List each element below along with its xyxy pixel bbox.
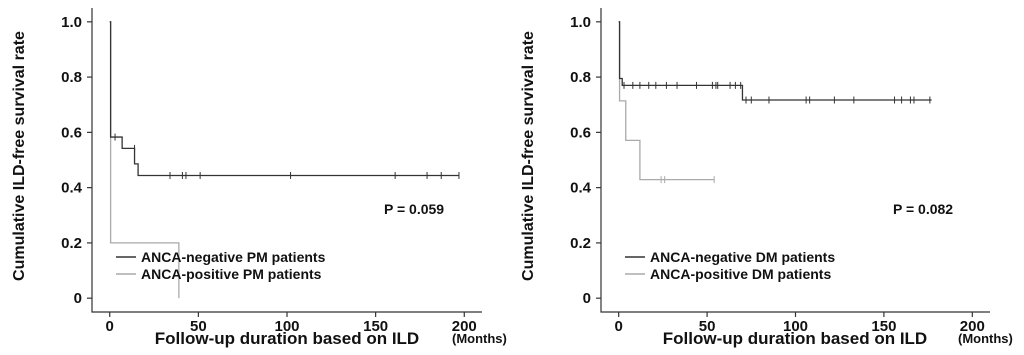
chart-pm-x-tick-label: 0 bbox=[106, 318, 114, 335]
chart-dm-axes bbox=[600, 8, 990, 313]
chart-dm-y-tick-label: 0 bbox=[583, 290, 591, 307]
series-line-anca-positive-dm-patients bbox=[618, 21, 715, 181]
chart-dm-y-tick-label: 0.8 bbox=[570, 69, 591, 86]
chart-pm-legend: ANCA-negative PM patients ANCA-positive … bbox=[116, 249, 326, 282]
chart-dm-x-tick-label: 150 bbox=[871, 318, 896, 335]
series-line-anca-negative-pm-patients bbox=[109, 21, 459, 177]
chart-dm-y-tick-label: 0.2 bbox=[570, 235, 591, 252]
chart-dm-p-value: P = 0.082 bbox=[893, 201, 953, 217]
chart-dm-legend: ANCA-negative DM patients ANCA-positive … bbox=[625, 249, 835, 282]
chart-dm-plot-area: 0 0.2 0.4 0.6 0.8 1.0 0 50 100 150 200 bbox=[570, 8, 990, 335]
chart-pm-x-tick-label: 150 bbox=[363, 318, 388, 335]
series-line-anca-negative-dm-patients bbox=[618, 21, 932, 101]
chart-pm: Cumulative ILD-free survival rate 0 0.2 0.… bbox=[11, 8, 507, 348]
chart-pm-y-tick-label: 0.4 bbox=[61, 180, 83, 197]
chart-dm-x-tick-label: 50 bbox=[699, 318, 716, 335]
chart-dm-x-unit: (Months) bbox=[958, 331, 1013, 346]
chart-dm-x-tick-label: 200 bbox=[960, 318, 985, 335]
chart-pm-y-tick-label: 0.8 bbox=[61, 69, 82, 86]
chart-pm-y-tick-label: 0 bbox=[74, 290, 82, 307]
legend-label-anca-positive-dm: ANCA-positive DM patients bbox=[650, 266, 831, 282]
chart-dm-xlabel: Follow-up duration based on ILD bbox=[663, 329, 927, 348]
chart-dm-y-tick-label: 1.0 bbox=[570, 14, 591, 31]
chart-dm-x-tick-label: 0 bbox=[615, 318, 623, 335]
chart-pm-y-tick-label: 0.2 bbox=[61, 235, 82, 252]
chart-pm-x-unit: (Months) bbox=[452, 331, 507, 346]
chart-pm-p-value: P = 0.059 bbox=[384, 201, 444, 217]
chart-pm-x-tick-label: 200 bbox=[452, 318, 477, 335]
chart-dm: Cumulative ILD-free survival rate 0 0.2 0.… bbox=[520, 8, 1013, 348]
chart-pm-y-tick-label: 1.0 bbox=[61, 14, 82, 31]
legend-label-anca-positive-pm: ANCA-positive PM patients bbox=[141, 266, 322, 282]
chart-dm-y-tick-label: 0.4 bbox=[570, 180, 592, 197]
chart-pm-axes bbox=[91, 8, 482, 313]
chart-pm-x-tick-label: 100 bbox=[274, 318, 299, 335]
chart-dm-ylabel: Cumulative ILD-free survival rate bbox=[520, 31, 537, 281]
chart-dm-x-tick-label: 100 bbox=[783, 318, 808, 335]
chart-pm-y-tick-label: 0.6 bbox=[61, 124, 82, 141]
chart-pm-xlabel: Follow-up duration based on ILD bbox=[155, 329, 419, 348]
legend-label-anca-negative-pm: ANCA-negative PM patients bbox=[141, 249, 326, 265]
chart-pm-x-tick-label: 50 bbox=[190, 318, 207, 335]
chart-pm-plot-area: 0 0.2 0.4 0.6 0.8 1.0 0 50 100 150 200 bbox=[61, 8, 482, 335]
legend-label-anca-negative-dm: ANCA-negative DM patients bbox=[650, 249, 835, 265]
chart-dm-y-tick-label: 0.6 bbox=[570, 124, 591, 141]
chart-pm-ylabel: Cumulative ILD-free survival rate bbox=[11, 31, 28, 281]
